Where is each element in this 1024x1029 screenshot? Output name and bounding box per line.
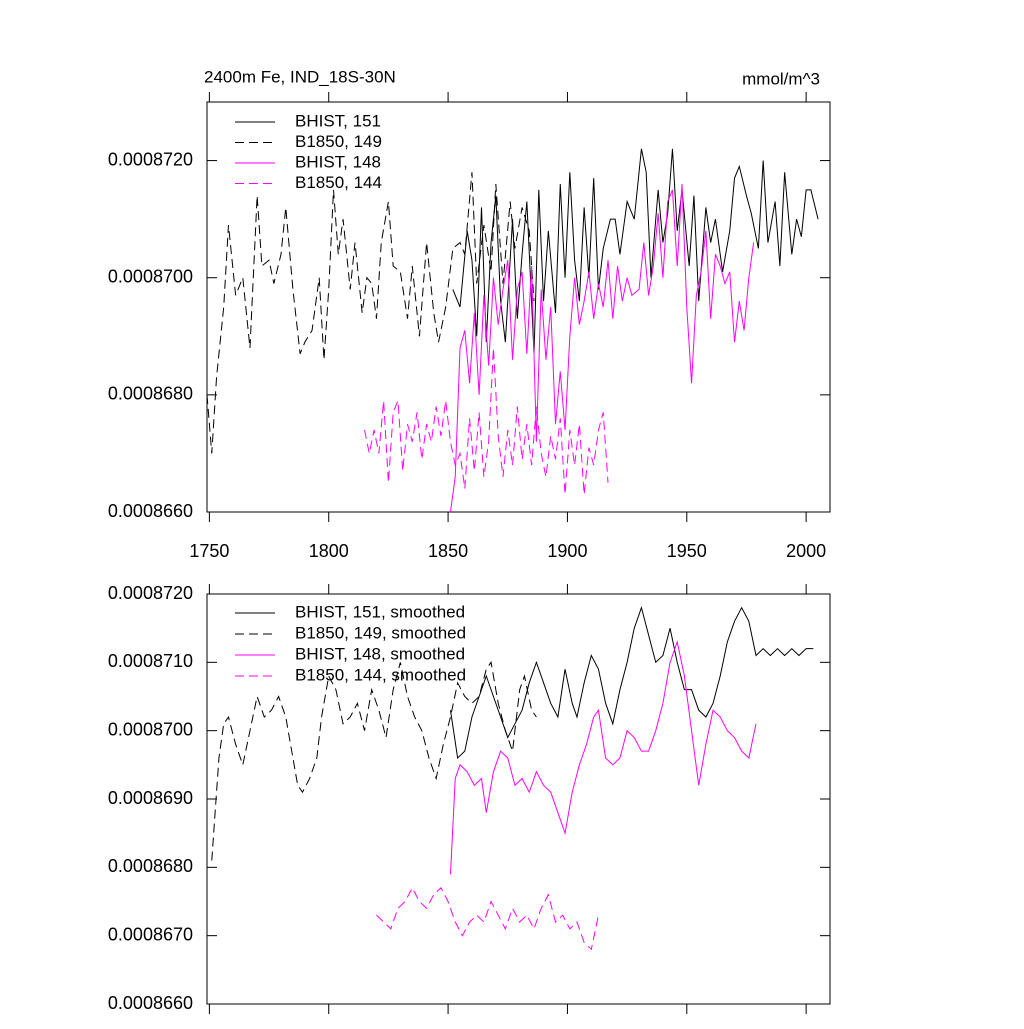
y-tick-label: 0.0008660 <box>108 501 193 521</box>
legend-label: BHIST, 151, smoothed <box>295 602 465 621</box>
chart-title: 2400m Fe, IND_18S-30N <box>204 67 396 86</box>
x-tick-label: 1950 <box>667 541 707 561</box>
series-line <box>211 661 537 861</box>
series-line <box>449 639 757 875</box>
series-line <box>452 148 819 354</box>
x-tick-label: 2000 <box>786 541 826 561</box>
x-tick-label: 1750 <box>189 541 229 561</box>
y-tick-label: 0.0008700 <box>108 719 193 739</box>
y-tick-label: 0.0008720 <box>108 583 193 603</box>
y-tick-label: 0.0008680 <box>108 384 193 404</box>
series-line <box>449 183 755 513</box>
y-tick-label: 0.0008660 <box>108 993 193 1013</box>
series-line <box>376 886 599 951</box>
y-tick-label: 0.0008670 <box>108 924 193 944</box>
y-tick-label: 0.0008700 <box>108 266 193 286</box>
legend-label: B1850, 149, smoothed <box>295 623 466 642</box>
x-tick-label: 1850 <box>428 541 468 561</box>
y-tick-label: 0.0008710 <box>108 651 193 671</box>
units-label: mmol/m^3 <box>742 69 820 88</box>
plot-frame <box>206 101 831 513</box>
series-line <box>364 347 609 495</box>
legend-label: B1850, 144, smoothed <box>295 665 466 684</box>
x-tick-label: 1900 <box>547 541 587 561</box>
x-tick-label: 1800 <box>309 541 349 561</box>
legend-label: BHIST, 151 <box>295 111 381 130</box>
series-line <box>449 605 814 760</box>
y-tick-label: 0.0008720 <box>108 149 193 169</box>
legend-label: BHIST, 148 <box>295 152 381 171</box>
y-tick-label: 0.0008680 <box>108 856 193 876</box>
y-tick-label: 0.0008690 <box>108 788 193 808</box>
legend-label: B1850, 144 <box>295 173 382 192</box>
legend-label: B1850, 149 <box>295 132 382 151</box>
series-line <box>206 172 535 454</box>
legend-label: BHIST, 148, smoothed <box>295 644 465 663</box>
